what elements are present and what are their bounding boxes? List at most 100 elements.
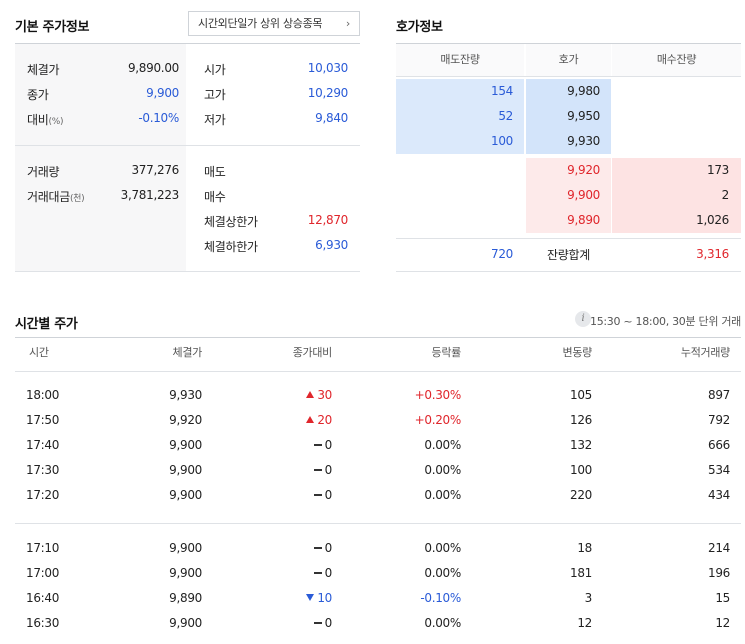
time-table-header-divider: [15, 371, 741, 372]
dash-icon: [313, 469, 322, 471]
rate-cell: -0.10%: [420, 591, 461, 605]
diff-cell: 30: [306, 388, 332, 402]
table-row: 16:30 9,900 0 0.00% 12 12: [0, 612, 745, 637]
ask-qty-bg: [396, 79, 524, 104]
bid-price[interactable]: 9,920: [567, 163, 600, 177]
bid-price-bg: [526, 158, 611, 183]
basic-label: 거래대금(천): [27, 188, 85, 205]
ask-price-bg: [526, 79, 611, 104]
basic-label-text: 대비: [27, 113, 49, 127]
ask-price[interactable]: 9,930: [567, 134, 600, 148]
time-cell: 17:20: [26, 488, 60, 502]
price-cell: 9,900: [169, 463, 202, 477]
dash-icon: [313, 547, 322, 549]
time-cell: 17:10: [26, 541, 60, 555]
change-cell: 105: [569, 388, 592, 402]
rate-cell: 0.00%: [424, 566, 461, 580]
diff-cell: 0: [313, 463, 332, 477]
orderbook-total-ask: 720: [490, 247, 513, 261]
bid-qty: 1,026: [696, 213, 729, 227]
diff-cell: 0: [313, 541, 332, 555]
change-cell: 12: [577, 616, 592, 630]
change-cell: 126: [569, 413, 592, 427]
table-row: 17:20 9,900 0 0.00% 220 434: [0, 484, 745, 509]
basic-label: 시가: [204, 63, 226, 77]
orderbook-bottom-divider: [396, 271, 741, 272]
rate-cell: 0.00%: [424, 616, 461, 630]
price-cell: 9,900: [169, 566, 202, 580]
basic-label-text: 종가: [27, 88, 49, 102]
bid-qty-bg: [612, 208, 741, 233]
basic-label-text: 거래대금: [27, 190, 70, 204]
cumulative-cell: 12: [715, 616, 730, 630]
basic-value: 6,930: [315, 238, 348, 252]
change-cell: 100: [569, 463, 592, 477]
basic-label-unit: (%): [48, 117, 64, 127]
basic-label-text: 체결가: [27, 63, 60, 77]
diff-value: 20: [317, 413, 332, 427]
diff-value: 30: [317, 388, 332, 402]
cumulative-cell: 15: [715, 591, 730, 605]
bid-qty-bg: [612, 158, 741, 183]
time-price-note: 15:30 ~ 18:00, 30분 단위 거래: [590, 315, 741, 328]
ask-price[interactable]: 9,950: [567, 109, 600, 123]
dash-icon: [313, 622, 322, 624]
bid-qty-bg: [612, 183, 741, 208]
basic-left-panel: [15, 44, 186, 271]
time-cell: 16:40: [26, 591, 60, 605]
rate-cell: 0.00%: [424, 541, 461, 555]
table-row: 17:00 9,900 0 0.00% 181 196: [0, 562, 745, 587]
time-cell: 16:30: [26, 616, 60, 630]
time-cell: 17:00: [26, 566, 60, 580]
basic-label: 거래량: [27, 163, 60, 180]
price-cell: 9,890: [169, 591, 202, 605]
diff-cell: 0: [313, 566, 333, 580]
rate-cell: +0.30%: [414, 388, 462, 402]
ask-qty-bg: [396, 104, 524, 129]
price-cell: 9,930: [169, 388, 202, 402]
info-icon[interactable]: i: [575, 311, 591, 327]
ask-price-bg: [526, 104, 611, 129]
basic-bottom-divider: [15, 271, 360, 272]
orderbook-header-ask-qty: 매도잔량: [396, 44, 524, 76]
ask-qty: 52: [498, 109, 513, 123]
orderbook-total-bid: 3,316: [696, 247, 729, 261]
table-row: 17:10 9,900 0 0.00% 18 214: [0, 537, 745, 562]
ask-price[interactable]: 9,980: [567, 84, 600, 98]
col-header-price: 체결가: [172, 346, 203, 359]
diff-value: 0: [324, 566, 333, 580]
ask-qty-bg: [396, 129, 524, 154]
rate-cell: 0.00%: [424, 488, 461, 502]
basic-value: 9,900: [146, 86, 179, 100]
after-hours-top-gainers-button[interactable]: 시간외단일가 상위 상승종목 ›: [188, 11, 360, 36]
diff-cell: 10: [306, 591, 332, 605]
basic-label-unit: (천): [69, 194, 85, 204]
after-hours-button-label: 시간외단일가 상위 상승종목: [198, 17, 323, 30]
diff-cell: 0: [313, 438, 332, 452]
col-header-diff: 종가대비: [292, 346, 333, 359]
time-price-title: 시간별 주가: [15, 317, 78, 332]
cumulative-cell: 792: [707, 413, 730, 427]
basic-label: 대비(%): [27, 111, 63, 128]
time-cell: 18:00: [26, 388, 60, 402]
orderbook-header-divider: [396, 76, 741, 77]
basic-value: 10,030: [307, 61, 349, 75]
basic-label: 종가: [27, 86, 49, 103]
table-row: 17:50 9,920 20 +0.20% 126 792: [0, 409, 745, 434]
orderbook-total-label: 잔량합계: [547, 248, 590, 262]
bid-qty: 173: [706, 163, 729, 177]
basic-label: 체결가: [27, 61, 60, 78]
table-row: 18:00 9,930 30 +0.30% 105 897: [0, 384, 745, 409]
diff-value: 0: [324, 616, 333, 630]
change-cell: 18: [577, 541, 592, 555]
price-cell: 9,900: [169, 616, 202, 630]
time-cell: 17:40: [26, 438, 60, 452]
bid-price[interactable]: 9,890: [567, 213, 600, 227]
cumulative-cell: 196: [707, 566, 730, 580]
bid-price[interactable]: 9,900: [567, 188, 600, 202]
cumulative-cell: 434: [707, 488, 730, 502]
change-cell: 3: [584, 591, 593, 605]
rate-cell: 0.00%: [424, 463, 461, 477]
basic-value: 9,890.00: [127, 61, 179, 75]
basic-label: 체결하한가: [204, 240, 258, 254]
